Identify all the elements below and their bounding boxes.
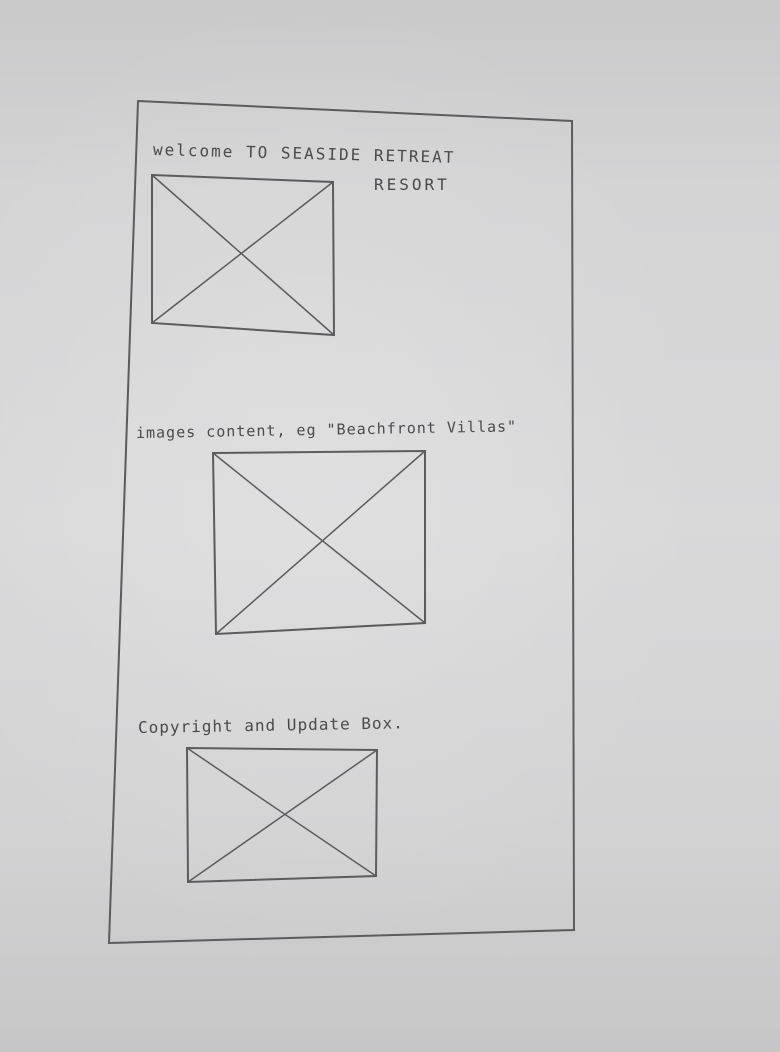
footer-image-placeholder	[185, 746, 379, 884]
villas-image-cross-a	[212, 452, 426, 624]
hero-image-cross-b	[151, 181, 334, 324]
page-outline-border	[107, 100, 576, 945]
villas-image-placeholder	[211, 449, 426, 636]
footer-image-cross-b	[187, 749, 378, 883]
villas-image-cross-b	[215, 450, 426, 635]
hero-image-cross-a	[151, 174, 335, 336]
page-title-continued: RESORT	[374, 175, 450, 194]
hero-image-placeholder	[151, 173, 336, 337]
footer-image-cross-a	[186, 747, 377, 877]
